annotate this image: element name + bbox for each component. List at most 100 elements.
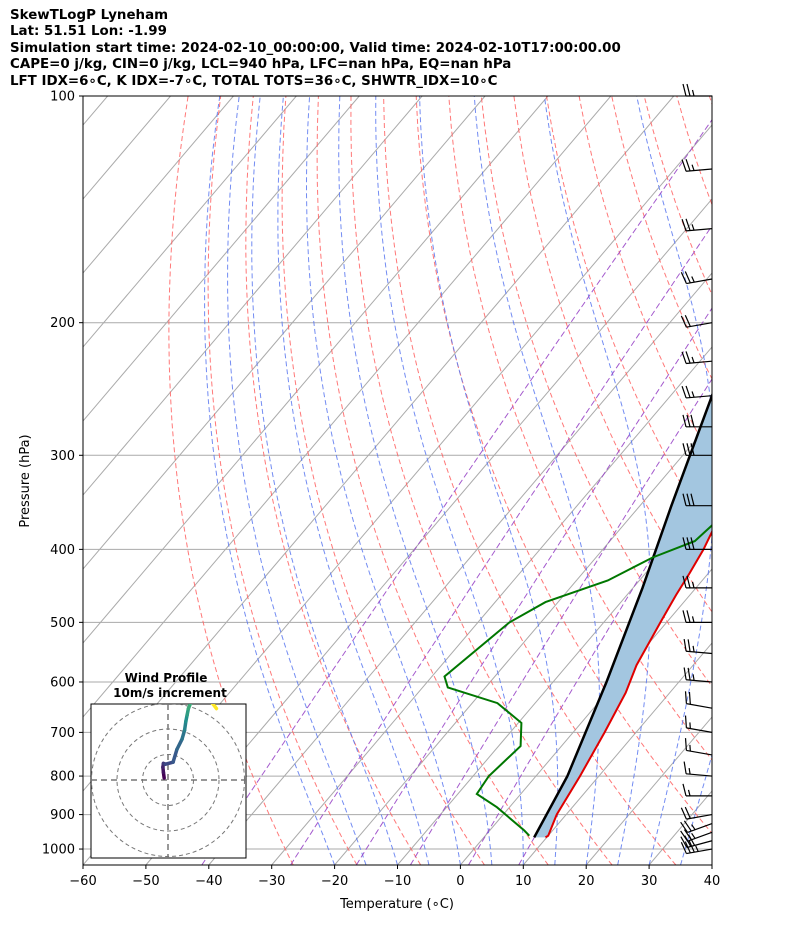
- barb-flag: [682, 610, 687, 623]
- x-tick-label: −30: [258, 874, 285, 889]
- barb-flag: [683, 820, 692, 832]
- y-tick-label: 600: [50, 675, 75, 690]
- barb-flag: [686, 575, 691, 589]
- wind-barb: [680, 834, 713, 849]
- barb-flag: [687, 667, 691, 681]
- moist-adiabat-line: [543, 96, 652, 865]
- wind-barb: [681, 351, 713, 365]
- barb-flag: [680, 842, 687, 854]
- barb-flag: [684, 806, 691, 819]
- mixing-ratio-line: [468, 458, 712, 865]
- barb-shaft: [686, 840, 713, 849]
- isotherm-line: [83, 96, 360, 422]
- barb-flag: [681, 351, 687, 364]
- mixing-ratio-line: [355, 307, 712, 865]
- location-line: Lat: 51.51 Lon: -1.99: [10, 24, 167, 40]
- barb-half-flag: [695, 845, 699, 852]
- isotherm-line: [648, 790, 712, 865]
- wind-barb: [683, 761, 713, 777]
- moist-adiabat-line: [227, 96, 367, 865]
- barb-flag: [685, 385, 691, 398]
- series-layer: [443, 392, 712, 839]
- barb-shaft: [686, 813, 713, 820]
- wind-barb: [683, 638, 713, 655]
- barb-shaft: [686, 168, 713, 172]
- barb-shaft: [686, 727, 713, 733]
- x-tick-label: −20: [321, 874, 348, 889]
- x-tick-label: 40: [704, 874, 721, 889]
- barb-flag: [682, 414, 687, 427]
- barb-flag: [684, 738, 687, 751]
- barb-flag: [682, 575, 687, 589]
- barb-half-flag: [691, 581, 695, 589]
- barb-shaft: [687, 822, 713, 834]
- dry-adiabat-line: [578, 96, 712, 460]
- hodograph-inset: Wind Profile 10m/s increment: [90, 671, 247, 859]
- barb-half-flag: [692, 674, 695, 681]
- barb-flag: [682, 537, 687, 550]
- wind-barb: [680, 820, 713, 834]
- wind-barb: [682, 414, 712, 428]
- barb-half-flag: [691, 824, 696, 831]
- x-tick-label: −40: [195, 874, 222, 889]
- barb-flag: [690, 443, 695, 456]
- barb-flag: [687, 639, 691, 652]
- isotherm-line: [83, 96, 612, 718]
- moist-adiabat-line: [204, 96, 336, 865]
- barb-flag: [680, 836, 688, 848]
- barb-shaft: [687, 831, 713, 842]
- wind-barb: [680, 271, 713, 285]
- isotherm-line: [711, 864, 712, 865]
- isotherm-line: [460, 568, 712, 865]
- barb-flag: [684, 715, 687, 728]
- wind-barb: [681, 218, 713, 232]
- wind-barb: [682, 443, 712, 456]
- barb-flag: [683, 638, 687, 652]
- barb-flag: [690, 537, 695, 550]
- barb-flag: [690, 493, 695, 506]
- barb-half-flag: [691, 391, 695, 398]
- chart-header: SkewTLogP Lyneham Lat: 51.51 Lon: -1.99 …: [10, 8, 621, 90]
- barb-half-flag: [691, 224, 695, 231]
- hodograph-subtitle: 10m/s increment: [113, 686, 227, 700]
- barb-flag: [686, 493, 691, 506]
- isotherm-line: [775, 96, 794, 865]
- wind-barb: [683, 667, 713, 683]
- barb-flag: [684, 271, 691, 284]
- wind-barb: [684, 691, 713, 709]
- wind-barbs: [680, 83, 713, 855]
- barb-half-flag: [688, 767, 691, 775]
- hodograph-title: Wind Profile: [125, 671, 208, 685]
- barb-shaft: [686, 278, 713, 285]
- barb-flag: [686, 537, 691, 550]
- mixing-ratio-line: [201, 118, 712, 865]
- x-tick-label: 0: [456, 874, 464, 889]
- barb-shaft: [686, 650, 713, 655]
- wind-barb: [684, 738, 713, 756]
- barb-half-flag: [691, 164, 695, 171]
- barb-flag: [683, 667, 687, 680]
- barb-half-flag: [687, 789, 691, 797]
- dry-adiabat-line: [207, 96, 358, 865]
- barb-shaft: [686, 703, 713, 709]
- barb-shaft: [686, 228, 713, 232]
- hodograph-trace-segment: [186, 704, 193, 711]
- isotherm-line: [83, 96, 486, 570]
- barb-flag: [690, 414, 695, 427]
- y-tick-label: 100: [50, 90, 75, 105]
- isotherm-line: [83, 96, 549, 644]
- barb-flag: [682, 783, 687, 797]
- mixing-ratio-line: [409, 378, 712, 865]
- isotherm-line: [522, 642, 712, 865]
- wind-barb: [682, 493, 712, 507]
- barb-flag: [682, 443, 687, 456]
- moist-adiabat-line: [375, 96, 524, 865]
- dry-adiabat-line: [383, 96, 677, 865]
- y-tick-label: 500: [50, 616, 75, 631]
- moist-adiabat-line: [306, 96, 461, 865]
- y-tick-label: 1000: [42, 843, 75, 858]
- barb-shaft: [686, 848, 713, 855]
- time-line: Simulation start time: 2024-02-10_00:00:…: [10, 40, 621, 56]
- barb-flag: [683, 761, 687, 774]
- barb-flag: [682, 83, 687, 97]
